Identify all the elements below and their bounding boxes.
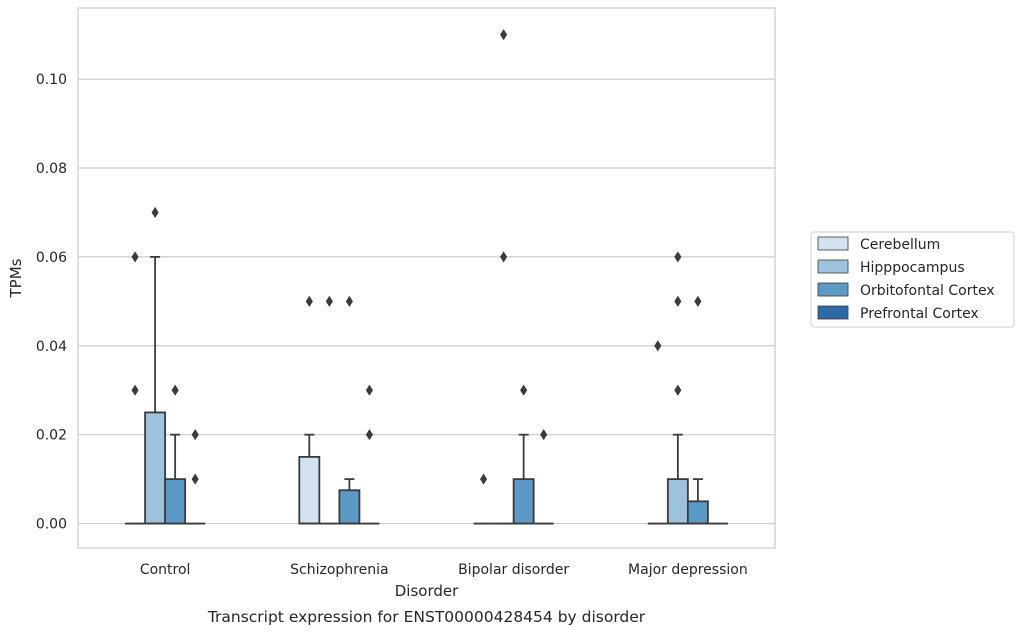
x-axis-title: Disorder — [395, 582, 459, 600]
outlier-point — [365, 429, 373, 441]
y-tick-label: 0.10 — [36, 72, 67, 88]
x-tick-label: Control — [140, 562, 191, 578]
outlier-point — [151, 206, 159, 219]
y-tick-label: 0.00 — [36, 517, 67, 533]
legend-swatch — [817, 259, 849, 274]
legend-items: Cerebellum Hipppocampus Orbitofontal Corte… — [817, 236, 995, 322]
chart-caption: Transcript expression for ENST0000042845… — [207, 608, 646, 626]
box-body — [686, 500, 709, 525]
outlier-point — [520, 384, 528, 396]
grid-lines — [78, 78, 775, 525]
box-orbitofontal-cortex — [338, 478, 361, 525]
box-body — [298, 455, 321, 525]
outlier-point — [694, 295, 702, 307]
outlier-point — [674, 384, 682, 396]
y-tick-labels: 0.00 0.02 0.04 0.06 0.08 0.10 — [36, 72, 67, 532]
y-tick-label: 0.04 — [36, 339, 67, 355]
box-orbitofontal-cortex — [164, 433, 187, 525]
legend-swatch — [817, 305, 849, 320]
y-tick-label: 0.06 — [36, 250, 67, 266]
outlier-point — [191, 473, 199, 485]
legend-swatch — [817, 236, 849, 251]
legend-swatch — [817, 282, 849, 297]
box-body — [338, 489, 361, 525]
x-tick-label: Major depression — [628, 562, 748, 578]
x-tick-label: Schizophrenia — [290, 562, 388, 578]
y-axis-title: TPMs — [7, 258, 25, 298]
outlier-point — [131, 251, 139, 263]
box-hipppocampus — [666, 433, 689, 525]
outlier-point — [305, 295, 313, 307]
box-hipppocampus — [144, 255, 167, 525]
box-body — [512, 478, 535, 525]
plot-frame — [77, 7, 776, 549]
outlier-point — [674, 251, 682, 263]
outlier-point — [345, 295, 353, 307]
outlier-point — [500, 29, 508, 41]
legend: Cerebellum Hipppocampus Orbitofontal Corte… — [810, 231, 1015, 328]
y-tick-label: 0.02 — [36, 428, 67, 444]
outlier-point — [191, 429, 199, 441]
outlier-point — [131, 384, 139, 396]
box-body — [666, 478, 689, 525]
outlier-point — [325, 295, 333, 307]
outlier-point — [654, 340, 662, 352]
outlier-point — [480, 473, 488, 485]
box-orbitofontal-cortex — [512, 433, 535, 525]
box-groups — [125, 255, 728, 525]
x-tick-labels: Control Schizophrenia Bipolar disorder Majo… — [140, 562, 748, 578]
x-tick-label: Bipolar disorder — [458, 562, 569, 578]
legend-label: Prefrontal Cortex — [860, 306, 979, 322]
outlier-point — [540, 429, 548, 441]
legend-frame — [810, 231, 1015, 328]
legend-label: Cerebellum — [860, 237, 940, 253]
box-body — [164, 478, 187, 525]
legend-label: Orbitofontal Cortex — [860, 283, 995, 299]
legend-label: Hipppocampus — [860, 260, 965, 276]
outlier-points — [131, 29, 702, 485]
outlier-point — [171, 384, 179, 396]
box-body — [144, 411, 167, 525]
outlier-point — [365, 384, 373, 396]
outlier-point — [674, 295, 682, 307]
box-cerebellum — [298, 433, 321, 525]
box-orbitofontal-cortex — [686, 478, 709, 525]
y-tick-label: 0.08 — [36, 161, 67, 177]
outlier-point — [500, 251, 508, 263]
